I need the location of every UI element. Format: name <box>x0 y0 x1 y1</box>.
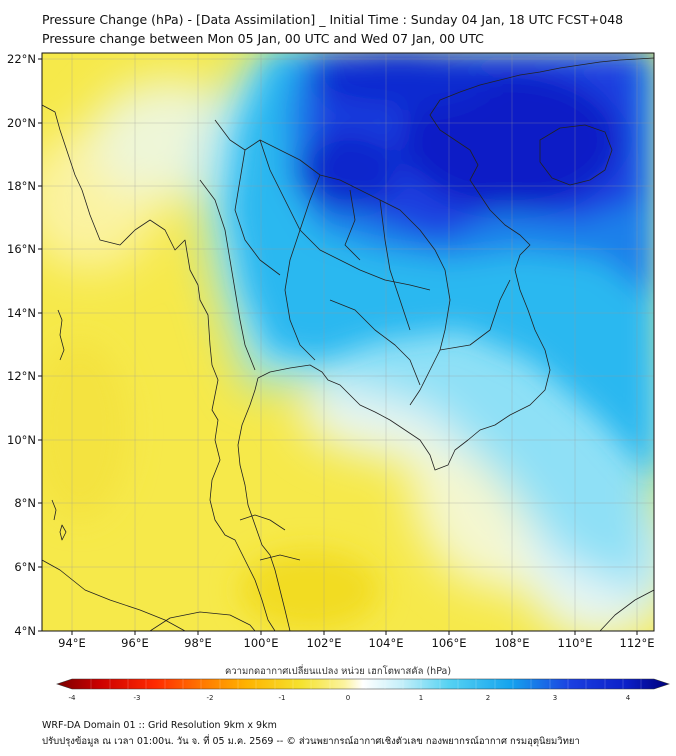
colorbar-label-m1: -1 <box>279 694 286 702</box>
lat-label-18: 18°N <box>7 179 36 193</box>
lat-label-10: 10°N <box>7 433 36 447</box>
colorbar-label-4: 4 <box>626 694 631 702</box>
lat-labels: 22°N 20°N 18°N 16°N 14°N 12°N 10°N 8°N 6… <box>7 52 36 638</box>
lon-label-102: 102°E <box>307 636 342 650</box>
lat-label-22: 22°N <box>7 52 36 66</box>
colorbar-label-1: 1 <box>419 694 423 702</box>
lon-label-98: 98°E <box>184 636 212 650</box>
footer-model-info: WRF-DA Domain 01 :: Grid Resolution 9km … <box>42 720 277 731</box>
colorbar-label-3: 3 <box>553 694 557 702</box>
coastlines <box>42 57 654 631</box>
lat-label-16: 16°N <box>7 242 36 256</box>
axis-ticks <box>38 58 638 635</box>
colorbar-label-m3: -3 <box>134 694 141 702</box>
map-subtitle: Pressure change between Mon 05 Jan, 00 U… <box>42 31 484 46</box>
lat-label-14: 14°N <box>7 306 36 320</box>
map-gridlines <box>42 53 654 631</box>
lat-label-12: 12°N <box>7 369 36 383</box>
lon-label-94: 94°E <box>58 636 86 650</box>
lon-label-104: 104°E <box>369 636 404 650</box>
footer-update-info: ปรับปรุงข้อมูล ณ เวลา 01:00น. วัน จ. ที่… <box>42 736 580 747</box>
colorbar-label-2: 2 <box>486 694 490 702</box>
lat-label-4: 4°N <box>14 624 36 638</box>
map-title: Pressure Change (hPa) - [Data Assimilati… <box>42 12 624 27</box>
map-frame <box>41 52 655 632</box>
lon-labels: 94°E 96°E 98°E 100°E 102°E 104°E 106°E 1… <box>58 636 654 650</box>
lon-label-108: 108°E <box>495 636 530 650</box>
colorbar-dividers <box>90 679 642 689</box>
lat-label-20: 20°N <box>7 116 36 130</box>
lon-label-112: 112°E <box>620 636 655 650</box>
colorbar-label-m4: -4 <box>69 694 77 702</box>
lat-label-6: 6°N <box>14 560 36 574</box>
colorbar-label-m2: -2 <box>207 694 214 702</box>
pressure-field <box>42 53 654 631</box>
lon-label-100: 100°E <box>244 636 279 650</box>
lat-label-8: 8°N <box>14 496 36 510</box>
colorbar-labels: -4 -3 -2 -1 0 1 2 3 4 <box>69 694 631 702</box>
lon-label-96: 96°E <box>121 636 149 650</box>
lon-label-110: 110°E <box>558 636 593 650</box>
colorbar-title: ความกดอากาศเปลี่ยนแปลง หน่วย เฮกโตพาสคัล… <box>224 666 452 677</box>
colorbar-scale <box>56 678 670 690</box>
colorbar-label-0: 0 <box>346 694 350 702</box>
lon-label-106: 106°E <box>432 636 467 650</box>
colorbar: -4 -3 -2 -1 0 1 2 3 4 <box>56 678 670 702</box>
